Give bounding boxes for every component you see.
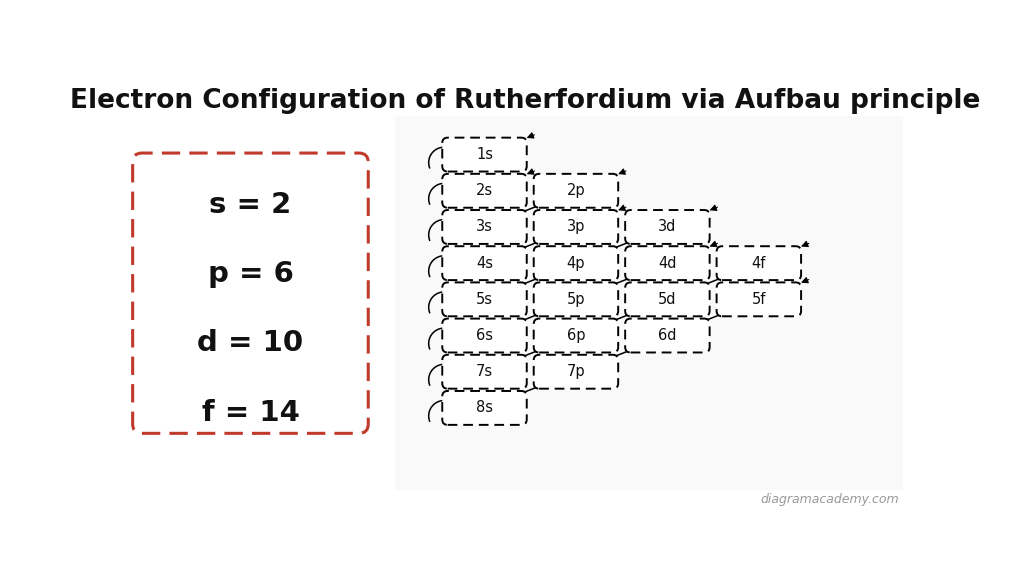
Text: 3s: 3s xyxy=(476,219,493,234)
FancyBboxPatch shape xyxy=(395,116,903,490)
Text: f = 14: f = 14 xyxy=(202,399,299,427)
FancyBboxPatch shape xyxy=(626,246,710,280)
FancyBboxPatch shape xyxy=(534,210,618,244)
FancyBboxPatch shape xyxy=(442,319,526,353)
FancyBboxPatch shape xyxy=(133,153,369,433)
FancyBboxPatch shape xyxy=(442,138,526,172)
Text: 6d: 6d xyxy=(658,328,677,343)
Text: 3d: 3d xyxy=(658,219,677,234)
Text: p = 6: p = 6 xyxy=(208,260,294,288)
FancyBboxPatch shape xyxy=(534,246,618,280)
Text: 1s: 1s xyxy=(476,147,493,162)
FancyBboxPatch shape xyxy=(534,282,618,316)
Text: 5p: 5p xyxy=(566,292,585,307)
Text: d = 10: d = 10 xyxy=(198,329,303,357)
Text: 7s: 7s xyxy=(476,364,494,379)
FancyBboxPatch shape xyxy=(717,282,801,316)
FancyBboxPatch shape xyxy=(442,282,526,316)
FancyBboxPatch shape xyxy=(534,174,618,208)
FancyBboxPatch shape xyxy=(442,246,526,280)
Text: 2s: 2s xyxy=(476,183,494,198)
FancyBboxPatch shape xyxy=(626,319,710,353)
Text: 8s: 8s xyxy=(476,400,493,415)
FancyBboxPatch shape xyxy=(442,174,526,208)
FancyBboxPatch shape xyxy=(717,246,801,280)
FancyBboxPatch shape xyxy=(534,355,618,389)
FancyBboxPatch shape xyxy=(534,319,618,353)
Text: 4p: 4p xyxy=(566,256,585,271)
Text: 4d: 4d xyxy=(658,256,677,271)
Text: 4f: 4f xyxy=(752,256,766,271)
Text: s = 2: s = 2 xyxy=(209,191,292,219)
Text: 5d: 5d xyxy=(658,292,677,307)
Text: 5s: 5s xyxy=(476,292,493,307)
Text: 6p: 6p xyxy=(566,328,585,343)
Text: 7p: 7p xyxy=(566,364,586,379)
FancyBboxPatch shape xyxy=(442,210,526,244)
FancyBboxPatch shape xyxy=(626,210,710,244)
Text: 6s: 6s xyxy=(476,328,493,343)
FancyBboxPatch shape xyxy=(626,282,710,316)
Text: 5f: 5f xyxy=(752,292,766,307)
Text: 3p: 3p xyxy=(566,219,585,234)
FancyBboxPatch shape xyxy=(442,391,526,425)
Text: 2p: 2p xyxy=(566,183,586,198)
FancyBboxPatch shape xyxy=(442,355,526,389)
Text: Electron Configuration of Rutherfordium via Aufbau principle: Electron Configuration of Rutherfordium … xyxy=(70,88,980,113)
Text: diagramacademy.com: diagramacademy.com xyxy=(761,494,899,506)
Text: 4s: 4s xyxy=(476,256,493,271)
